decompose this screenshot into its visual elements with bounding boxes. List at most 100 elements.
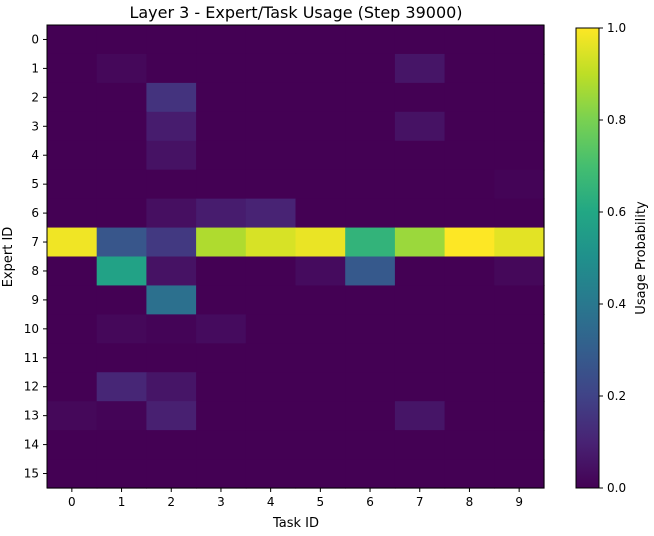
heatmap-cell <box>146 227 197 258</box>
heatmap-cell <box>494 82 545 113</box>
heatmap-cell <box>394 285 446 315</box>
heatmap-cell <box>444 314 495 344</box>
heatmap-cell <box>96 256 147 287</box>
heatmap-cell <box>47 430 98 460</box>
plot-frame <box>46 24 545 489</box>
heatmap-cell <box>444 256 495 287</box>
heatmap-cell <box>494 111 545 142</box>
heatmap-cell <box>196 314 247 344</box>
heatmap-cell <box>47 169 98 200</box>
y-tick-label: 11 <box>24 351 39 365</box>
heatmap-cell <box>394 372 446 402</box>
heatmap-cell <box>146 343 197 373</box>
heatmap-cell <box>245 53 297 84</box>
heatmap-cell <box>345 285 396 315</box>
heatmap-cell <box>494 53 545 84</box>
heatmap-cell <box>47 82 98 113</box>
y-tick-label: 13 <box>24 409 39 423</box>
x-axis-label: Task ID <box>272 516 319 531</box>
heatmap-cell <box>394 53 446 84</box>
heatmap-cell <box>494 169 545 200</box>
y-tick-label: 12 <box>24 380 39 394</box>
y-tick-label: 10 <box>24 322 39 336</box>
heatmap-cell <box>494 25 545 55</box>
heatmap-cell <box>345 343 396 373</box>
heatmap-cell <box>196 401 247 431</box>
heatmap-cell <box>245 314 297 344</box>
heatmap-cell <box>295 459 346 489</box>
heatmap-cell <box>146 401 197 431</box>
heatmap-cell <box>394 25 446 55</box>
heatmap-cell <box>245 198 297 229</box>
heatmap-cell <box>494 372 545 402</box>
heatmap-cell <box>96 82 147 113</box>
heatmap-cell <box>47 227 98 258</box>
colorbar-tick-label: 0.2 <box>607 389 626 403</box>
heatmap-cell <box>245 285 297 315</box>
heatmap-cell <box>444 227 495 258</box>
heatmap-cell <box>295 256 346 287</box>
heatmap-cell <box>444 82 495 113</box>
heatmap-cell <box>96 198 147 229</box>
x-tick-label: 3 <box>217 495 225 509</box>
heatmap-cell <box>245 256 297 287</box>
heatmap-cell <box>196 53 247 84</box>
heatmap-cell <box>146 285 197 315</box>
heatmap-cell <box>494 140 545 171</box>
heatmap-cell <box>146 256 197 287</box>
heatmap-cell <box>444 401 495 431</box>
chart-title: Layer 3 - Expert/Task Usage (Step 39000) <box>129 3 462 22</box>
heatmap-cell <box>245 401 297 431</box>
heatmap-cell <box>245 169 297 200</box>
heatmap-cell <box>394 82 446 113</box>
heatmap-cell <box>295 25 346 55</box>
x-tick-label: 1 <box>118 495 126 509</box>
heatmap-cell <box>245 459 297 489</box>
heatmap-cell <box>96 459 147 489</box>
heatmap-cell <box>295 111 346 142</box>
colorbar-tick-label: 0.4 <box>607 297 626 311</box>
colorbar-tick-label: 0.0 <box>607 481 626 495</box>
colorbar <box>575 27 600 489</box>
heatmap-cell <box>146 53 197 84</box>
heatmap-cell <box>444 430 495 460</box>
heatmap-cell <box>295 53 346 84</box>
heatmap-cell <box>47 25 98 55</box>
y-tick-label: 0 <box>31 32 39 46</box>
x-tick-label: 6 <box>366 495 374 509</box>
heatmap-cell <box>295 430 346 460</box>
heatmap-cell <box>295 140 346 171</box>
heatmap-cell <box>245 343 297 373</box>
heatmap-cell <box>96 169 147 200</box>
heatmap-cell <box>146 198 197 229</box>
heatmap-cell <box>345 430 396 460</box>
heatmap-cell <box>245 25 297 55</box>
heatmap-cell <box>394 401 446 431</box>
heatmap-cell <box>295 372 346 402</box>
heatmap-cell <box>47 198 98 229</box>
y-tick-label: 14 <box>24 438 39 452</box>
heatmap-cell <box>47 53 98 84</box>
heatmap-cell <box>394 140 446 171</box>
heatmap-cell <box>96 111 147 142</box>
heatmap-cell <box>494 459 545 489</box>
y-axis-label: Expert ID <box>1 227 16 288</box>
heatmap-cell <box>146 459 197 489</box>
heatmap-cell <box>444 53 495 84</box>
heatmap-cell <box>394 430 446 460</box>
heatmap-cell <box>494 198 545 229</box>
heatmap-cell <box>146 111 197 142</box>
heatmap-cell <box>47 111 98 142</box>
heatmap-cell <box>444 459 495 489</box>
heatmap-cell <box>196 111 247 142</box>
heatmap-cell <box>444 140 495 171</box>
heatmap-cell <box>444 343 495 373</box>
heatmap-cell <box>494 256 545 287</box>
heatmap-cell <box>444 25 495 55</box>
y-tick-label: 6 <box>31 206 39 220</box>
heatmap-cell <box>345 227 396 258</box>
heatmap-cell <box>96 430 147 460</box>
heatmap-cell <box>96 343 147 373</box>
